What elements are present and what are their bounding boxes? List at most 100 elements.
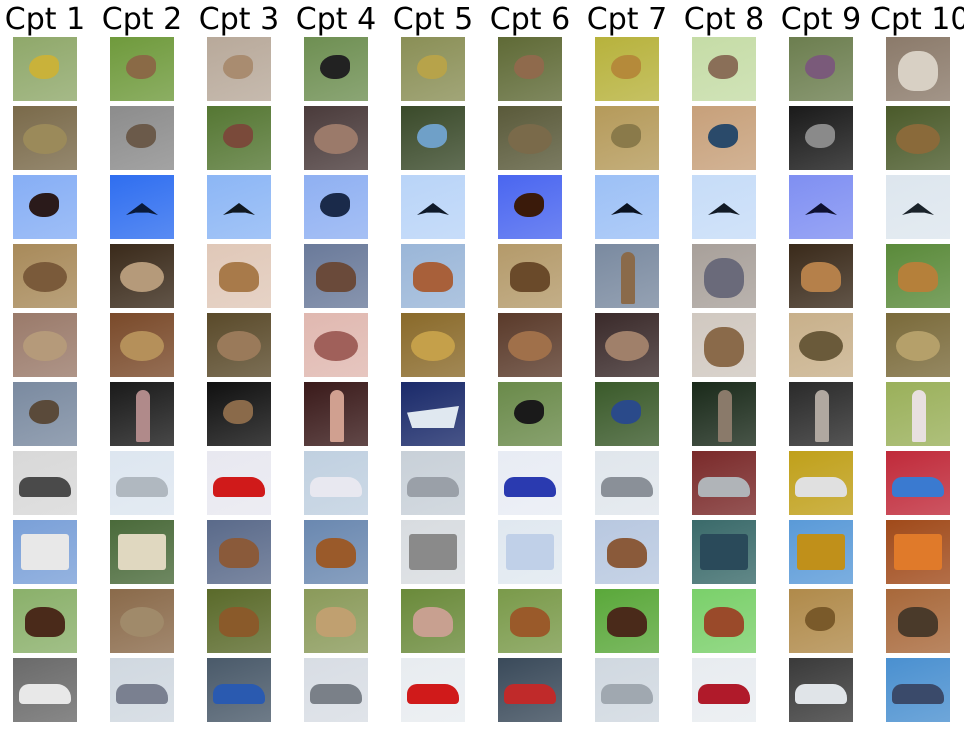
- thumbnail-cpt-3-green-bird: [207, 106, 271, 170]
- horse-shape: [413, 262, 453, 292]
- frog-shape: [799, 331, 843, 361]
- thumbnail-cpt-10-truck: [886, 520, 950, 584]
- horse-shape: [607, 538, 647, 568]
- thumbnail-cpt-1-car: [13, 451, 77, 515]
- thumbnail-cpt-8-ostrich: [692, 382, 756, 446]
- thumbnail-cpt-2-truck: [110, 520, 174, 584]
- blue-bird-shape: [417, 124, 447, 148]
- airplane-shape: [805, 203, 837, 215]
- thumbnail-cpt-4-bird: [304, 175, 368, 239]
- thumbnail-cpt-1-frog: [13, 244, 77, 308]
- sparrow-shape: [126, 124, 156, 148]
- ostrich-shape: [621, 252, 635, 304]
- frog-shape: [896, 331, 940, 361]
- column-title-cpt-5: Cpt 5: [392, 2, 474, 37]
- thumbnail-cpt-3-frog: [207, 313, 271, 377]
- cat-shape: [898, 51, 938, 91]
- thumbnail-cpt-8-airplane: [692, 175, 756, 239]
- frog-shape: [120, 331, 164, 361]
- horse-shape: [316, 262, 356, 292]
- brown-bird-shape: [708, 55, 738, 79]
- thumbnail-cpt-1-car: [13, 658, 77, 722]
- ostrich-shape: [136, 390, 150, 442]
- thumbnail-cpt-6-car: [498, 658, 562, 722]
- eagle-shape: [805, 124, 835, 148]
- airplane-shape: [611, 203, 643, 215]
- deer-shape: [510, 607, 550, 637]
- truck-shape: [797, 534, 845, 570]
- thumbnail-cpt-6-bird: [498, 175, 562, 239]
- thumbnail-cpt-6-car: [498, 451, 562, 515]
- ostrich-shape: [815, 390, 829, 442]
- thumbnail-cpt-3-horse: [207, 520, 271, 584]
- deer-shape: [219, 607, 259, 637]
- car-shape: [698, 684, 750, 704]
- column-title-cpt-1: Cpt 1: [4, 2, 86, 37]
- airplane-shape: [126, 203, 158, 215]
- thumbnail-cpt-7-horse: [595, 589, 659, 653]
- deer-shape: [898, 262, 938, 292]
- thumbnail-cpt-5-ship: [401, 382, 465, 446]
- thumbnail-cpt-5-car: [401, 658, 465, 722]
- thumbnail-cpt-4-horse: [304, 244, 368, 308]
- thumbnail-cpt-2-frog: [110, 589, 174, 653]
- deer-shape: [801, 262, 841, 292]
- truck-shape: [700, 534, 748, 570]
- car-shape: [795, 477, 847, 497]
- bird-shape: [320, 193, 350, 217]
- car-shape: [310, 684, 362, 704]
- frog-shape: [508, 124, 552, 154]
- frog-shape: [23, 262, 67, 292]
- peacock-shape: [611, 400, 641, 424]
- truck-shape: [506, 534, 554, 570]
- thumbnail-cpt-7-car: [595, 658, 659, 722]
- column-title-cpt-8: Cpt 8: [683, 2, 765, 37]
- thumbnail-cpt-9-eagle: [789, 106, 853, 170]
- thumbnail-cpt-1-horse: [13, 589, 77, 653]
- thumbnail-cpt-5-truck: [401, 520, 465, 584]
- thumbnail-cpt-10-car: [886, 451, 950, 515]
- thumbnail-cpt-6-deer: [498, 589, 562, 653]
- car-shape: [213, 477, 265, 497]
- thumbnail-cpt-1-bird: [13, 175, 77, 239]
- airplane-shape: [902, 203, 934, 215]
- thumbnail-cpt-7-peacock: [595, 382, 659, 446]
- thumbnail-cpt-10-ostrich: [886, 382, 950, 446]
- thumbnail-cpt-5-olive-bird: [401, 37, 465, 101]
- car-shape: [504, 684, 556, 704]
- car-shape: [213, 684, 265, 704]
- thumbnail-cpt-9-deer: [789, 244, 853, 308]
- ostrich-shape: [330, 390, 344, 442]
- yellow-bird-shape: [611, 55, 641, 79]
- thumbnail-cpt-2-airplane: [110, 175, 174, 239]
- green-bird-shape: [223, 124, 253, 148]
- thumbnail-cpt-3-brown-bird: [207, 37, 271, 101]
- bird-shape: [29, 193, 59, 217]
- thumbnail-cpt-4-car: [304, 451, 368, 515]
- car-shape: [116, 477, 168, 497]
- frog-shape: [120, 607, 164, 637]
- frog-shape: [896, 124, 940, 154]
- bird-shape: [514, 193, 544, 217]
- frog-shape: [411, 331, 455, 361]
- thumbnail-cpt-8-cat: [692, 244, 756, 308]
- frog-shape: [23, 331, 67, 361]
- thumbnail-cpt-3-bird: [207, 382, 271, 446]
- thumbnail-cpt-7-car: [595, 451, 659, 515]
- frog-shape: [217, 331, 261, 361]
- airplane-shape: [708, 203, 740, 215]
- horse-shape: [704, 607, 744, 637]
- thumbnail-cpt-10-cat: [886, 37, 950, 101]
- olive-bird-shape: [417, 55, 447, 79]
- deer-shape: [898, 607, 938, 637]
- thumbnail-cpt-4-horse: [304, 520, 368, 584]
- brown-bird-shape: [514, 55, 544, 79]
- horse-shape: [316, 538, 356, 568]
- ostrich-shape: [718, 390, 732, 442]
- column-title-cpt-6: Cpt 6: [489, 2, 571, 37]
- truck-shape: [894, 534, 942, 570]
- truck-shape: [21, 534, 69, 570]
- brown-bird-shape: [223, 55, 253, 79]
- purple-bird-shape: [805, 55, 835, 79]
- frog-shape: [120, 262, 164, 292]
